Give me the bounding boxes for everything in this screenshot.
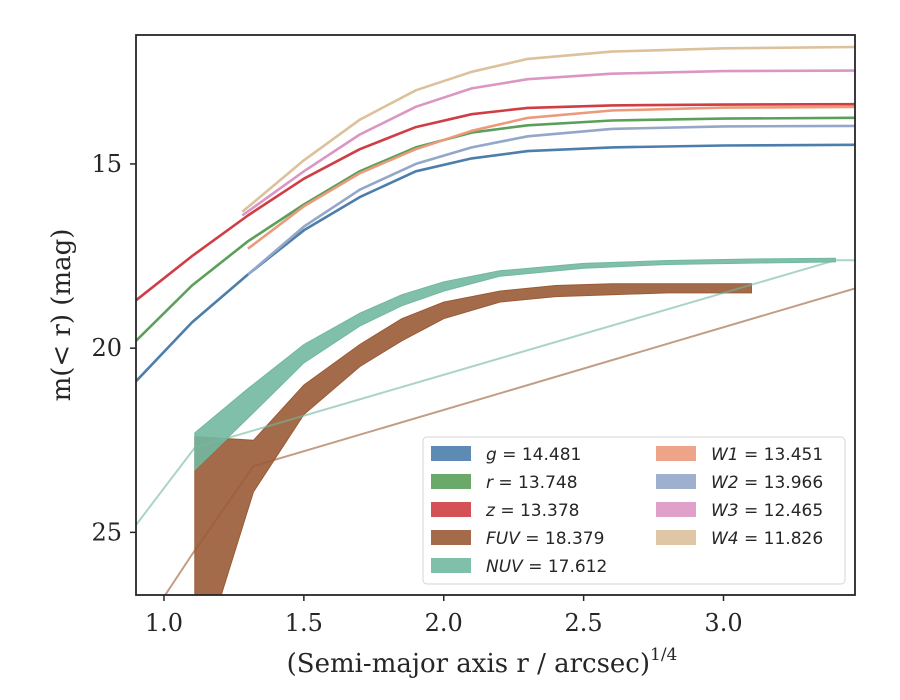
y-tick-label: 25: [91, 518, 122, 546]
legend-item-fuv: FUV = 18.379: [431, 529, 604, 549]
series-r-curve: [136, 116, 855, 342]
series-g-curve: [136, 143, 855, 383]
series-z-curve: [136, 102, 855, 302]
legend-swatch: [431, 530, 471, 545]
legend-swatch: [656, 474, 696, 489]
y-axis-ticks: 15 20 25: [91, 150, 136, 546]
legend-swatch: [431, 502, 471, 517]
y-axis-label: m(< r) (mag): [47, 229, 77, 402]
legend-label: NUV = 17.612: [486, 557, 607, 577]
legend-label: z = 13.378: [485, 501, 579, 521]
series-fuv-band: [194, 283, 752, 595]
x-axis-ticks: 1.0 1.5 2.0 2.5 3.0: [145, 595, 743, 637]
legend-label: r = 13.748: [486, 473, 578, 493]
series-w3-curve: [241, 69, 855, 217]
legend-swatch: [656, 502, 696, 517]
series-nuv-band: [194, 257, 836, 471]
plot-frame: [135, 34, 856, 596]
legend-swatch: [656, 530, 696, 545]
legend-box: [422, 436, 846, 585]
legend-swatch: [431, 474, 471, 489]
legend-label: W1 = 13.451: [711, 445, 823, 465]
x-axis-label: (Semi-major axis r / arcsec)1/4: [287, 645, 678, 679]
series-w2-curve: [247, 124, 855, 276]
series-nuv-extension: [136, 259, 855, 526]
legend-item-w1: W1 = 13.451: [656, 445, 823, 465]
legend-item-z: z = 13.378: [431, 501, 579, 521]
legend-label: FUV = 18.379: [486, 529, 604, 549]
y-tick-label: 20: [91, 334, 122, 362]
x-tick-label: 2.5: [565, 609, 603, 637]
legend-item-w3: W3 = 12.465: [656, 501, 823, 521]
legend-item-g: g = 14.481: [431, 445, 581, 465]
y-tick-label: 15: [91, 150, 122, 178]
legend: g = 14.481 r = 13.748 z = 13.378 FUV = 18.3…: [422, 436, 846, 585]
x-tick-label: 3.0: [704, 609, 742, 637]
legend-item-w4: W4 = 11.826: [656, 529, 823, 549]
x-tick-label: 1.5: [285, 609, 323, 637]
series-w4-curve: [241, 45, 855, 213]
legend-label: W3 = 12.465: [711, 501, 823, 521]
legend-label: W4 = 11.826: [711, 529, 823, 549]
plot-area: [136, 45, 855, 595]
x-tick-label: 2.0: [425, 609, 463, 637]
legend-item-nuv: NUV = 17.612: [431, 557, 607, 577]
legend-item-r: r = 13.748: [431, 473, 578, 493]
series-w1-curve: [247, 105, 855, 250]
legend-label: W2 = 13.966: [711, 473, 823, 493]
x-tick-label: 1.0: [145, 609, 183, 637]
legend-item-w2: W2 = 13.966: [656, 473, 823, 493]
legend-swatch: [656, 446, 696, 461]
legend-label: g = 14.481: [486, 445, 581, 465]
legend-swatch: [431, 558, 471, 573]
legend-swatch: [431, 446, 471, 461]
